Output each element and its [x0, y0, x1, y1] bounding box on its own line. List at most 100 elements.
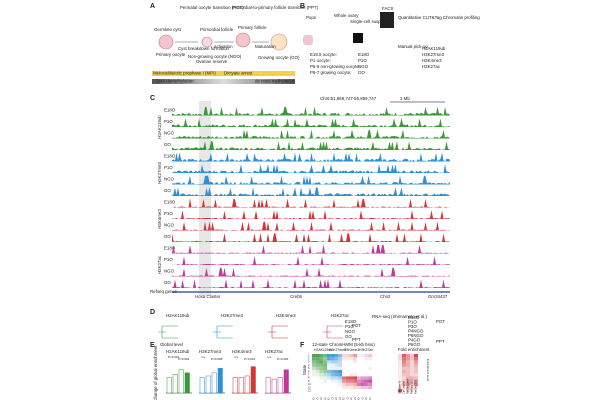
heat-cell: [346, 364, 350, 367]
heat-cell: [353, 370, 357, 373]
fold-cell: [398, 357, 402, 361]
label: P5-6 non-growing oocyte:: [310, 64, 360, 69]
heat-cell: [357, 386, 361, 390]
label: Meiotic prophase I (MPI): [168, 71, 216, 76]
fold-cell: [398, 379, 402, 383]
heat-cell: [338, 357, 342, 361]
heat-cell: [315, 366, 320, 370]
heat-cell: [342, 370, 346, 373]
heat-cell: [330, 363, 335, 367]
heat-cell: [368, 354, 372, 358]
heat-cell: [312, 360, 316, 364]
heat-cell: [338, 379, 342, 383]
fold-cell: [406, 373, 410, 377]
heat-cell: [342, 389, 346, 392]
heat-cell: [312, 376, 316, 379]
heat-cell: [360, 386, 365, 390]
sample-name: GO: [323, 397, 327, 400]
fold-cell: [398, 360, 402, 364]
heat-cell: [315, 357, 320, 361]
heat-cell: [315, 360, 320, 364]
heat-cell: [345, 379, 350, 383]
fold-cell: [402, 379, 406, 383]
heat-cell: [319, 370, 324, 374]
heat-cell: [327, 383, 331, 386]
heat-cell: [361, 364, 365, 367]
heat-cell: [368, 373, 372, 376]
label: Ovarian reserve: [196, 59, 228, 64]
signal-track: [172, 279, 450, 288]
mark-name: H3K4me3: [276, 313, 296, 318]
heat-cell: [334, 363, 339, 367]
fold-cell: [402, 386, 406, 390]
heat-cell: [334, 373, 339, 377]
label: Pups: [306, 15, 317, 20]
heat-cell: [342, 386, 346, 390]
heat-cell: [323, 386, 327, 389]
heat-cell: [353, 367, 357, 370]
bar: [265, 377, 271, 394]
sample-name: NGO: [164, 269, 175, 274]
fold-cell: [414, 357, 418, 361]
heat-cell: [338, 386, 342, 389]
sample-name: E18O: [357, 397, 361, 400]
sample-name: GO: [164, 142, 171, 147]
fold-cell: [398, 382, 402, 386]
heat-cell: [368, 360, 372, 363]
heat-cell: [353, 354, 357, 358]
signal-track: [172, 141, 450, 150]
heat-cell: [330, 379, 335, 383]
signal-track: [172, 164, 450, 173]
heat-cell: [330, 370, 335, 374]
sample-name: NGO: [334, 397, 338, 400]
sample-name: P1O: [315, 397, 319, 400]
label: Perinatal oocyte transition (POT): [180, 5, 244, 10]
fold-cell: [414, 373, 418, 377]
heat-cell: [350, 389, 354, 392]
bar: [283, 369, 289, 394]
mark-name: H3K4me3: [157, 209, 162, 229]
heat-cell: [331, 389, 335, 392]
state: 4: [308, 363, 310, 367]
p-value: n.s.: [234, 355, 239, 359]
legend: H3K4me3: [232, 349, 252, 354]
annotation: RefSeq TSS: [414, 379, 418, 394]
fold-cell: [402, 354, 406, 358]
heat-cell: [345, 376, 350, 380]
signal-track: [172, 267, 450, 277]
heat-cell: [342, 382, 346, 386]
fold-cell: [402, 373, 406, 377]
fold-cell: [410, 373, 414, 377]
signal-track: [172, 221, 450, 231]
heat-cell: [327, 376, 331, 380]
leaf: E18O: [408, 315, 420, 320]
sample-name: NGO: [164, 131, 175, 136]
fold-cell: [406, 379, 410, 383]
heat-cell: [342, 376, 346, 380]
heat-cell: [330, 376, 335, 380]
dendrogram: [268, 325, 288, 339]
heat-cell: [350, 367, 354, 370]
heat-cell: [349, 379, 354, 383]
gene-name: Hoxa Cluster: [195, 294, 221, 299]
heat-cell: [312, 366, 316, 370]
signal-track: [172, 118, 450, 127]
fold-cell: [414, 363, 418, 367]
sample-name: GO: [338, 397, 342, 400]
state: 1: [308, 353, 310, 357]
bar: [178, 369, 184, 394]
sample-name: GO: [353, 397, 357, 400]
legend: H2AK119ub: [166, 349, 190, 354]
heat-cell: [327, 354, 331, 358]
pup-icon: [303, 35, 313, 45]
heat-cell: [353, 389, 357, 392]
mark-name: H3K27me3: [329, 348, 346, 352]
heat-cell: [365, 360, 369, 363]
fold-cell: [414, 354, 418, 358]
heat-cell: [320, 389, 324, 392]
heat-cell: [368, 370, 372, 373]
heat-cell: [312, 357, 316, 361]
bar: [211, 372, 217, 394]
fold-cell: [410, 360, 414, 364]
signal-track: [172, 210, 450, 219]
